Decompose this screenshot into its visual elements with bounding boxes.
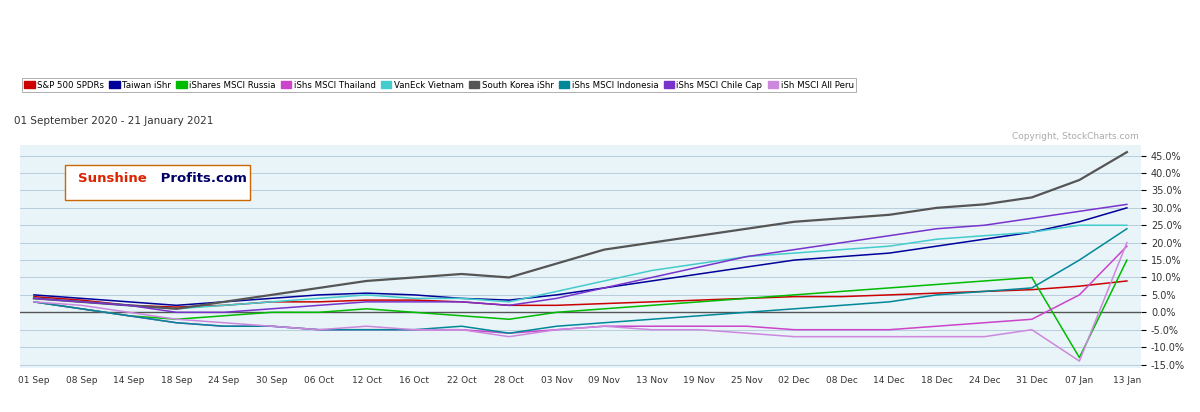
Legend: S&P 500 SPDRs, Taiwan iShr, iShares MSCI Russia, iShs MSCI Thailand, VanEck Viet: S&P 500 SPDRs, Taiwan iShr, iShares MSCI… [22, 78, 856, 92]
FancyBboxPatch shape [65, 165, 250, 200]
Text: 01 September 2020 - 21 January 2021: 01 September 2020 - 21 January 2021 [14, 116, 214, 126]
Text: Profits.com: Profits.com [156, 172, 247, 185]
Text: Copyright, StockCharts.com: Copyright, StockCharts.com [1012, 132, 1139, 141]
Text: Sunshine: Sunshine [78, 172, 146, 185]
